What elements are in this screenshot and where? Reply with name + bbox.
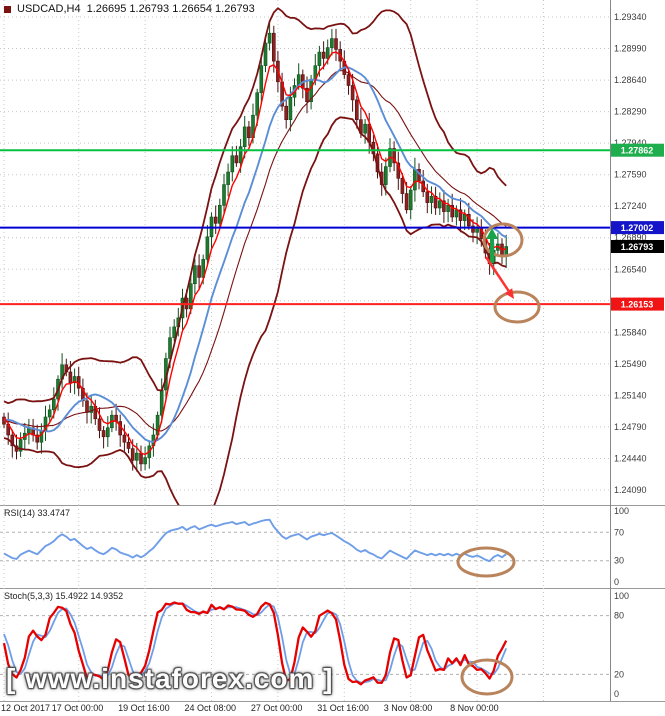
svg-text:1.25490: 1.25490 xyxy=(614,359,647,369)
chart-title: USDCAD,H4 1.26695 1.26793 1.26654 1.2679… xyxy=(4,3,255,15)
svg-text:30: 30 xyxy=(614,556,624,566)
svg-text:1.29340: 1.29340 xyxy=(614,12,647,22)
svg-text:0: 0 xyxy=(614,577,619,587)
down-arrow-head xyxy=(504,288,514,299)
moving-averages xyxy=(3,51,507,456)
svg-text:1.24090: 1.24090 xyxy=(614,485,647,495)
svg-text:1.28640: 1.28640 xyxy=(614,75,647,85)
svg-text:1.26153: 1.26153 xyxy=(621,300,654,310)
time-tick-label: 19 Oct 16:00 xyxy=(118,703,170,713)
analyst-annotations xyxy=(482,222,541,324)
rsi-axis-labels: 100 70 30 0 xyxy=(614,506,629,587)
svg-text:1.24790: 1.24790 xyxy=(614,422,647,432)
svg-text:1.28290: 1.28290 xyxy=(614,107,647,117)
highlight-circle xyxy=(493,290,541,324)
stoch-highlight-circle xyxy=(460,658,514,696)
svg-text:1.24440: 1.24440 xyxy=(614,454,647,464)
time-tick-label: 27 Oct 00:00 xyxy=(250,703,303,713)
stochastic-indicator-panel[interactable]: 100 80 20 0 xyxy=(0,588,665,702)
price-level-badges: 1.27862 1.27002 1.26153 1.26793 xyxy=(611,143,664,311)
stoch-axis-labels: 100 80 20 0 xyxy=(614,591,629,699)
bollinger-bands xyxy=(3,7,507,505)
rsi-indicator-label: RSI(14) 33.4747 xyxy=(4,508,71,518)
time-axis: 12 Oct 2017 17 Oct 00:00 19 Oct 16:00 24 Oc… xyxy=(0,702,665,716)
stoch-lines xyxy=(2,601,508,686)
down-arrow xyxy=(484,256,510,292)
rsi-highlight-circle xyxy=(456,546,516,578)
rsi-indicator-panel[interactable]: 100 70 30 0 xyxy=(0,505,665,588)
stoch-indicator-label: Stoch(5,3,3) 15.4922 14.9352 xyxy=(4,591,124,601)
watermark-text: [ www.instaforex.com ] xyxy=(6,663,334,694)
svg-text:1.26540: 1.26540 xyxy=(614,264,647,274)
svg-text:1.27590: 1.27590 xyxy=(614,170,647,180)
svg-text:70: 70 xyxy=(614,527,624,537)
symbol-period-label: USDCAD,H4 xyxy=(17,3,81,15)
svg-text:1.26890: 1.26890 xyxy=(614,233,647,243)
support-resistance-lines xyxy=(0,149,610,306)
time-tick-label: 24 Oct 08:00 xyxy=(184,703,237,713)
svg-text:20: 20 xyxy=(614,669,624,679)
svg-text:1.27940: 1.27940 xyxy=(614,138,647,148)
svg-text:100: 100 xyxy=(614,591,629,601)
svg-text:1.27862: 1.27862 xyxy=(621,146,654,156)
price-axis-labels: 1.29340 1.28990 1.28640 1.28290 1.27940 1.275… xyxy=(614,12,647,495)
svg-text:1.27002: 1.27002 xyxy=(621,223,654,233)
quote-ohlc-label: 1.26695 1.26793 1.26654 1.26793 xyxy=(86,3,255,15)
svg-text:1.25840: 1.25840 xyxy=(614,327,647,337)
highlight-circle xyxy=(482,222,524,258)
time-tick-label: 31 Oct 16:00 xyxy=(317,703,369,713)
time-tick-label: 3 Nov 08:00 xyxy=(383,703,433,713)
time-tick-label: 8 Nov 00:00 xyxy=(450,703,499,713)
svg-text:1.28990: 1.28990 xyxy=(614,44,647,54)
svg-text:1.27240: 1.27240 xyxy=(614,201,647,211)
time-tick-label: 17 Oct 00:00 xyxy=(51,703,104,713)
svg-text:80: 80 xyxy=(614,611,624,621)
svg-text:100: 100 xyxy=(614,506,629,516)
chart-symbol-icon xyxy=(4,5,11,13)
up-arrow-head xyxy=(486,228,498,239)
rsi-line xyxy=(3,518,507,563)
price-grid xyxy=(0,0,610,505)
main-price-chart[interactable]: 1.29340 1.28990 1.28640 1.28290 1.27940 1.275… xyxy=(0,0,665,505)
time-tick-label: 12 Oct 2017 xyxy=(1,703,51,713)
svg-text:1.25140: 1.25140 xyxy=(614,390,647,400)
instaforex-watermark: [ www.instaforex.com ] xyxy=(6,663,333,695)
candlesticks xyxy=(2,22,509,472)
svg-text:0: 0 xyxy=(614,689,619,699)
svg-text:1.26793: 1.26793 xyxy=(621,242,654,252)
